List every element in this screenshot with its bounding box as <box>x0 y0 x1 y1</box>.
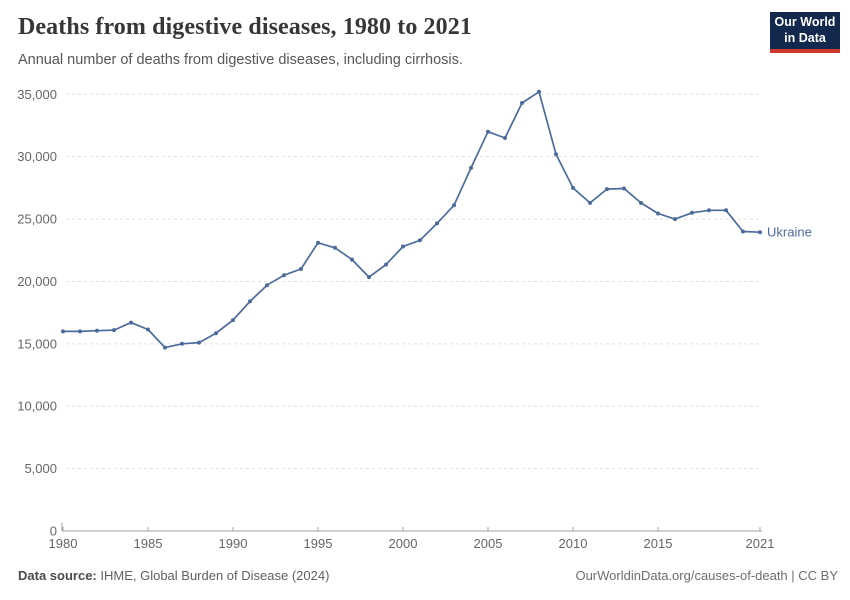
y-tick-label: 10,000 <box>17 399 57 414</box>
x-tick-label: 1985 <box>134 536 163 551</box>
data-point <box>95 328 99 333</box>
data-point <box>231 318 235 323</box>
data-point <box>452 203 456 208</box>
owid-logo[interactable]: Our World in Data <box>770 12 840 53</box>
data-point <box>197 340 201 345</box>
page-title: Deaths from digestive diseases, 1980 to … <box>18 14 472 40</box>
data-point <box>605 187 609 192</box>
x-tick-label: 2000 <box>389 536 418 551</box>
data-point <box>656 211 660 216</box>
data-point <box>367 275 371 280</box>
data-point <box>180 341 184 346</box>
credit-link[interactable]: OurWorldinData.org/causes-of-death | CC … <box>575 568 838 583</box>
data-point <box>333 245 337 250</box>
chart-footer: Data source: IHME, Global Burden of Dise… <box>18 568 838 583</box>
series-end-label: Ukraine <box>767 225 812 240</box>
data-point <box>61 329 65 334</box>
y-tick-label: 35,000 <box>17 87 57 102</box>
logo-line1: Our World <box>774 15 836 30</box>
x-tick-label: 2005 <box>474 536 503 551</box>
data-point <box>265 283 269 288</box>
y-tick-label: 20,000 <box>17 274 57 289</box>
data-point <box>129 320 133 325</box>
data-point <box>537 89 541 94</box>
data-point <box>639 200 643 205</box>
data-point <box>503 136 507 140</box>
line-chart: 0 5,000 10,000 15,000 20,000 25,000 30,000 35,0… <box>17 87 812 551</box>
x-tick-label: 1990 <box>219 536 248 551</box>
data-point <box>690 210 694 215</box>
chart-subtitle: Annual number of deaths from digestive d… <box>18 52 463 68</box>
data-point <box>163 345 167 350</box>
x-tick-label: 2021 <box>746 536 775 551</box>
x-tick-label: 1995 <box>304 536 333 551</box>
data-point <box>418 238 422 243</box>
data-source-text: IHME, Global Burden of Disease (2024) <box>96 568 330 583</box>
x-tick-label: 1980 <box>49 536 78 551</box>
data-point <box>554 152 558 157</box>
series-line <box>62 90 761 349</box>
y-tick-label: 25,000 <box>17 212 57 227</box>
data-source: Data source: IHME, Global Burden of Dise… <box>18 568 329 583</box>
y-tick-label: 0 <box>50 524 57 539</box>
data-point <box>520 101 524 105</box>
data-point <box>78 329 82 334</box>
data-source-label: Data source: <box>18 568 97 583</box>
data-point <box>435 221 439 226</box>
data-point <box>316 240 320 245</box>
data-point <box>469 165 473 170</box>
x-tick-label: 2010 <box>559 536 588 551</box>
data-point <box>282 273 286 278</box>
data-point <box>299 267 303 271</box>
data-point <box>214 331 218 336</box>
data-point <box>486 129 490 134</box>
data-point <box>146 327 150 332</box>
data-point <box>724 208 728 213</box>
data-point <box>401 244 405 249</box>
data-point <box>384 262 388 267</box>
data-point <box>571 185 575 190</box>
data-point <box>673 217 677 222</box>
data-point <box>588 200 592 205</box>
y-tick-label: 15,000 <box>17 336 57 351</box>
data-point <box>622 186 626 191</box>
y-tick-label: 5,000 <box>24 461 57 476</box>
data-point <box>350 257 354 262</box>
data-point <box>707 208 711 213</box>
x-tick-label: 2015 <box>644 536 673 551</box>
data-point <box>758 230 762 235</box>
logo-line2: in Data <box>784 30 826 45</box>
data-point <box>248 299 252 304</box>
y-tick-label: 30,000 <box>17 149 57 164</box>
data-point <box>112 328 116 333</box>
data-point <box>741 229 745 234</box>
